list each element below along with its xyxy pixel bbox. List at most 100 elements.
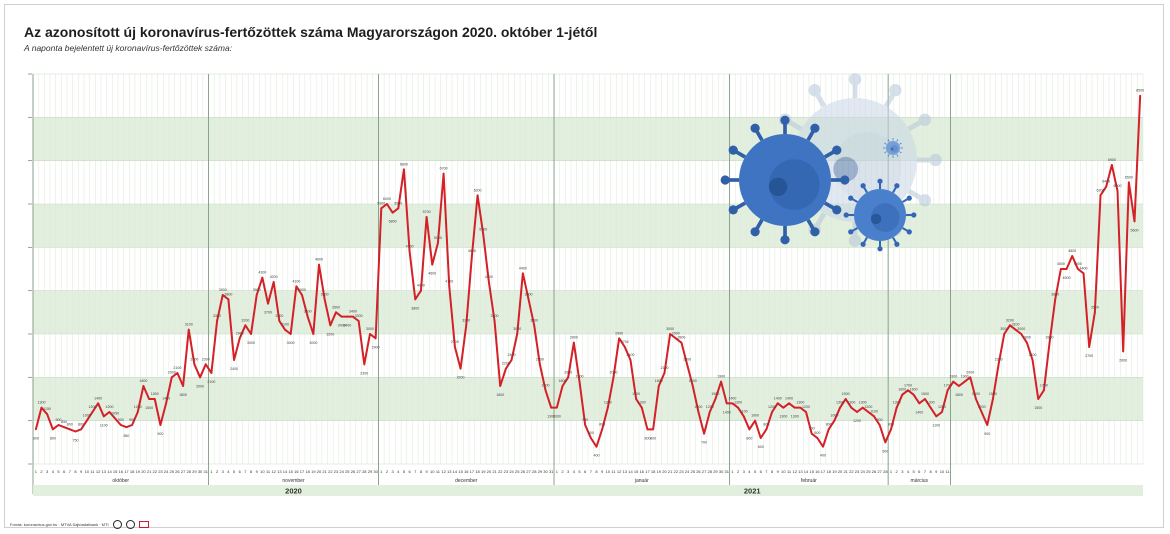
data-label: 4800 (1068, 249, 1076, 253)
data-label: 1700 (944, 383, 952, 387)
data-label: 1400 (723, 410, 731, 414)
day-tick-label: 20 (662, 469, 667, 474)
day-tick-label: 25 (345, 469, 350, 474)
day-tick-label: 18 (651, 469, 656, 474)
day-tick-label: 20 (317, 469, 322, 474)
data-label: 900 (129, 418, 135, 422)
data-label: 1200 (802, 405, 810, 409)
data-label: 1200 (134, 405, 142, 409)
day-tick-label: 23 (679, 469, 684, 474)
data-label: 4300 (258, 271, 266, 275)
data-label: 1900 (576, 375, 584, 379)
data-label: 3200 (326, 332, 334, 336)
data-label: 1900 (717, 375, 725, 379)
data-label: 2000 (564, 370, 572, 374)
data-point (567, 376, 570, 379)
data-label: 3000 (309, 341, 317, 345)
data-label: 1300 (779, 415, 787, 419)
data-label: 6300 (1114, 184, 1122, 188)
data-point (986, 424, 989, 426)
data-point (454, 346, 456, 348)
day-tick-label: 30 (543, 469, 548, 474)
data-label: 4500 (1063, 276, 1071, 280)
day-tick-label: 16 (119, 469, 124, 474)
day-tick-label: 23 (504, 469, 509, 474)
day-tick-label: 1 (35, 469, 38, 474)
day-tick-label: 22 (153, 469, 158, 474)
data-point (102, 415, 105, 418)
data-label: 800 (763, 422, 769, 426)
data-label: 850 (61, 420, 67, 424)
data-point (420, 289, 422, 292)
day-tick-label: 2 (40, 469, 43, 474)
data-point (754, 419, 756, 422)
data-label: 3000 (287, 341, 295, 345)
day-tick-label: 17 (470, 469, 475, 474)
data-label: 800 (67, 422, 73, 426)
mti-logo-icon (112, 520, 122, 529)
day-tick-label: 9 (80, 469, 83, 474)
day-tick-label: 31 (549, 469, 554, 474)
day-tick-label: 9 (777, 469, 780, 474)
data-label: 2700 (451, 340, 459, 344)
data-label: 3400 (349, 310, 357, 314)
data-point (958, 385, 960, 387)
data-point (646, 428, 649, 431)
data-label: 1300 (547, 415, 555, 419)
data-point (51, 428, 54, 431)
data-label: 3400 (338, 324, 346, 328)
data-label: 2100 (173, 366, 181, 370)
data-label: 6200 (474, 188, 482, 192)
data-point (329, 324, 332, 327)
data-point (437, 242, 439, 244)
data-label: 6700 (440, 167, 448, 171)
data-label: 1300 (927, 401, 935, 405)
day-tick-label: 11 (946, 469, 951, 474)
data-label: 3300 (491, 314, 499, 318)
data-point (352, 315, 354, 318)
data-label: 1300 (638, 401, 646, 405)
data-label: 2900 (372, 345, 380, 349)
data-label: 800 (50, 436, 56, 440)
day-tick-label: 3 (743, 469, 746, 474)
data-point (74, 430, 77, 433)
data-label: 3800 (411, 306, 419, 310)
day-tick-label: 1 (890, 469, 893, 474)
data-label: 1400 (785, 396, 793, 400)
day-tick-label: 19 (657, 469, 662, 474)
data-label: 1700 (1040, 383, 1048, 387)
data-label: 2200 (457, 376, 465, 380)
day-tick-label: 3 (392, 469, 395, 474)
day-tick-label: 1 (380, 469, 383, 474)
data-label: 2000 (966, 370, 974, 374)
data-label: 4200 (270, 275, 278, 279)
data-point (618, 337, 621, 340)
footer: Forrás: koronavirus.gov.hu · MTVA Sajtóa… (10, 520, 149, 529)
day-tick-label: 21 (322, 469, 327, 474)
virus-small-icon (883, 138, 903, 158)
data-point (708, 411, 711, 413)
data-point (284, 328, 286, 331)
data-label: 1200 (694, 405, 702, 409)
data-point (91, 411, 94, 413)
data-label: 1100 (932, 423, 940, 427)
day-tick-label: 27 (356, 469, 361, 474)
data-label: 2100 (660, 366, 668, 370)
data-label: 2300 (360, 371, 368, 375)
data-label: 1200 (853, 419, 861, 423)
data-label: 800 (650, 436, 656, 440)
data-point (403, 168, 405, 171)
data-point (318, 263, 320, 266)
data-point (1065, 268, 1068, 270)
data-label: 3000 (513, 327, 521, 331)
data-label: 900 (582, 418, 588, 422)
day-tick-label: 15 (634, 469, 639, 474)
data-label: 6400 (1102, 180, 1110, 184)
data-point (216, 320, 218, 322)
data-label: 1500 (989, 392, 997, 396)
day-tick-label: 26 (175, 469, 180, 474)
data-point (40, 406, 43, 409)
data-point (459, 367, 462, 370)
data-point (357, 320, 360, 322)
data-point (544, 389, 547, 392)
